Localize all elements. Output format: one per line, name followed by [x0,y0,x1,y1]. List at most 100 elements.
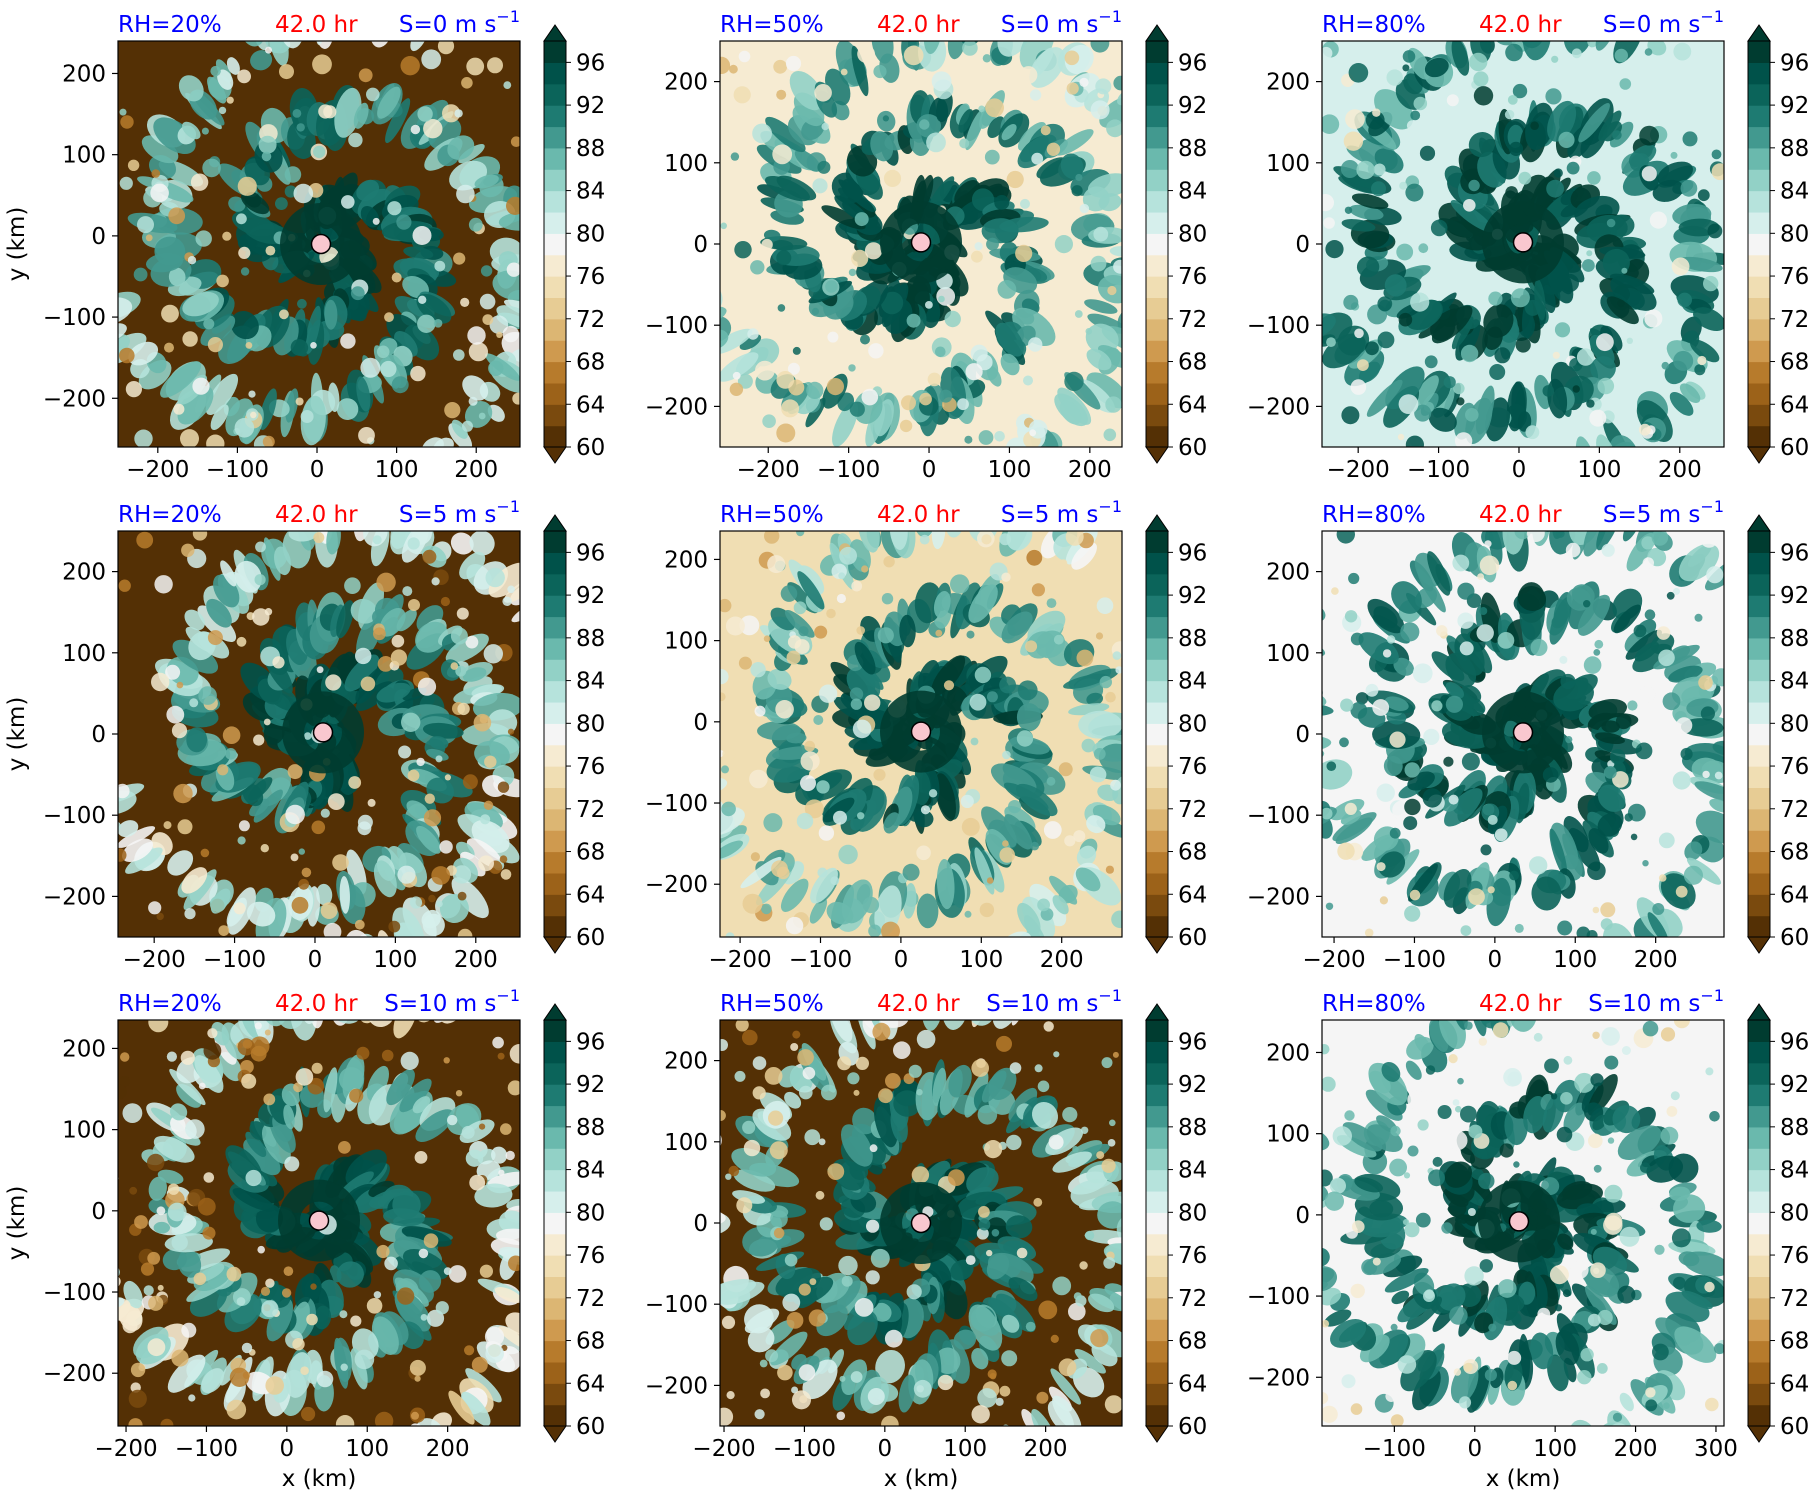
convective-cell [959,138,970,149]
colorbar-segment [1146,233,1168,256]
convective-cell [759,1359,768,1368]
colorbar-segment [1748,1105,1770,1128]
convective-cell [193,1272,207,1286]
convective-cell [1460,1216,1468,1224]
colorbar-segment [544,254,566,277]
convective-cell [1507,1071,1522,1086]
convective-cell [510,136,520,147]
moisture-cell [1021,1408,1041,1426]
convective-cell [735,1020,749,1032]
moisture-cell [1086,815,1106,834]
colorbar-tick-label: 96 [1780,1029,1809,1055]
convective-cell [120,115,134,129]
convective-cell [720,1407,734,1426]
x-axis-label: x (km) [1486,1466,1561,1492]
convective-cell [1386,69,1403,86]
convective-cell [1478,1172,1495,1190]
convective-cell [1583,656,1602,674]
convective-cell [254,1022,262,1030]
convective-cell [416,757,425,767]
x-tick-label: 0 [894,947,909,973]
convective-cell [1409,889,1421,901]
convective-cell [487,57,503,74]
convective-cell [761,903,772,915]
convective-cell [1350,1283,1365,1299]
shear-label: S=5 m s [1001,502,1099,528]
moisture-cell [1596,531,1622,551]
colorbar-segment [544,659,566,682]
convective-cell [981,534,992,545]
colorbar-segment [1748,616,1770,639]
convective-cell [350,1315,362,1327]
moisture-cell [185,626,215,653]
moisture-cell [53,212,89,236]
convective-cell [284,166,302,183]
convective-cell [492,1036,504,1049]
convective-cell [1390,1414,1404,1426]
convective-cell [1322,114,1340,134]
moisture-cell [232,1188,275,1212]
colorbar-segment [1748,573,1770,596]
x-tick-label: 100 [373,947,417,973]
convective-cell [360,676,376,692]
time-title: 42.0 hr [275,502,358,528]
convective-cell [720,56,731,74]
moisture-cell [826,901,854,925]
convective-cell [300,1366,309,1375]
convective-cell [418,295,427,304]
colorbar-tick-label: 68 [1780,1329,1809,1355]
colorbar-tick-label: 76 [1178,1243,1207,1269]
convective-cell [742,893,763,914]
colorbar-segment [1748,1233,1770,1256]
moisture-cell [1281,668,1301,685]
moisture-cell [1563,816,1589,853]
colorbar-tick-label: 88 [576,626,605,652]
convective-cell [293,1082,303,1093]
colorbar-segment [1146,62,1168,85]
colorbar-tick-label: 96 [1780,540,1809,566]
convective-cell [1702,770,1710,779]
convective-cell [1477,573,1484,580]
moisture-cell [263,720,285,745]
storm-center-marker [310,233,332,255]
convective-cell [999,1385,1011,1397]
convective-cell [899,419,913,433]
colorbar-segment [1146,744,1168,767]
convective-cell [1052,1276,1072,1296]
moisture-cell [1047,1400,1074,1426]
convective-cell [974,242,983,251]
y-tick-label: 200 [1266,1040,1310,1066]
moisture-cell [1444,1161,1473,1188]
convective-cell [1337,842,1355,860]
convective-cell [128,1418,143,1426]
convective-cell [1036,1391,1049,1404]
moisture-cell [1547,1354,1569,1392]
convective-cell [1673,42,1692,61]
moisture-cell [687,1244,707,1268]
colorbar-segment [544,1297,566,1320]
convective-cell [468,396,478,406]
convective-cell [1479,555,1500,576]
convective-cell [1113,259,1122,274]
convective-cell [796,531,805,537]
convective-cell [512,392,520,405]
moisture-cell [1563,41,1593,55]
moisture-cell [1553,679,1594,712]
x-tick-label: −100 [175,1436,238,1462]
convective-cell [203,1041,222,1060]
colorbar-tick-label: 60 [1780,925,1809,951]
convective-cell [1597,377,1615,395]
convective-cell [1644,609,1656,620]
convective-cell [802,1066,816,1080]
convective-cell [974,666,992,684]
moisture-cell [1590,356,1616,382]
moisture-cell [1450,200,1494,233]
convective-cell [1587,1313,1601,1327]
convective-cell [381,1049,394,1062]
convective-cell [1560,273,1579,293]
convective-cell [1382,649,1392,658]
